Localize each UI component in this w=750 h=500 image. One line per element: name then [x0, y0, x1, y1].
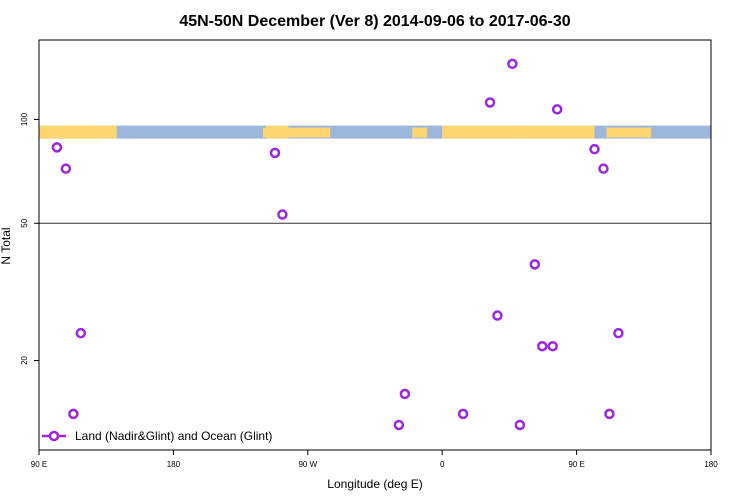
data-point — [484, 97, 496, 108]
legend-marker — [48, 430, 60, 442]
data-points — [51, 58, 624, 431]
land-segment — [513, 125, 595, 139]
x-tick-label: 180 — [167, 460, 181, 469]
legend-label: Land (Nadir&Glint) and Ocean (Glint) — [75, 429, 272, 443]
x-axis-label: Longitude (deg E) — [327, 477, 422, 491]
x-tick-label: 0 — [440, 460, 445, 469]
data-point — [68, 408, 79, 420]
land-segment — [265, 125, 289, 139]
data-point — [60, 163, 72, 174]
land-segment — [68, 125, 99, 139]
data-point — [393, 419, 405, 431]
data-point — [529, 259, 541, 270]
data-point — [613, 327, 624, 339]
y-tick-label: 100 — [20, 112, 29, 126]
data-point — [492, 310, 503, 321]
land-segment — [263, 127, 331, 138]
y-axis: 20 50 100 — [20, 112, 39, 365]
data-point — [75, 327, 87, 339]
x-tick-label: 90 W — [298, 460, 317, 469]
data-point — [514, 419, 526, 431]
plot-frame — [38, 39, 712, 451]
data-point — [457, 408, 469, 420]
land-segment — [53, 127, 78, 138]
land-segment — [606, 127, 652, 138]
chart-title: 45N-50N December (Ver 8) 2014-09-06 to 2… — [179, 13, 570, 30]
x-tick-label: 180 — [704, 460, 718, 469]
x-tick-label: 90 E — [31, 460, 47, 469]
land-segment — [457, 127, 510, 138]
y-tick-label: 20 — [20, 355, 29, 364]
data-point — [277, 209, 288, 220]
x-tick-label: 90 E — [568, 460, 584, 469]
data-point — [604, 408, 615, 420]
data-point — [399, 388, 411, 400]
legend: Land (Nadir&Glint) and Ocean (Glint) — [42, 429, 272, 443]
data-point — [547, 340, 558, 352]
data-point — [537, 340, 548, 352]
data-point — [598, 163, 609, 174]
data-point — [51, 142, 63, 153]
data-point — [507, 58, 518, 70]
x-axis: 90 E 180 90 W 0 90 E 180 — [31, 450, 718, 469]
y-axis-label: N Total — [0, 227, 13, 264]
land-segment — [412, 127, 428, 138]
y-tick-label: 50 — [20, 218, 29, 227]
data-point — [269, 147, 281, 159]
data-point — [589, 143, 600, 155]
data-point — [551, 104, 563, 115]
land-ocean-strip — [39, 125, 711, 139]
